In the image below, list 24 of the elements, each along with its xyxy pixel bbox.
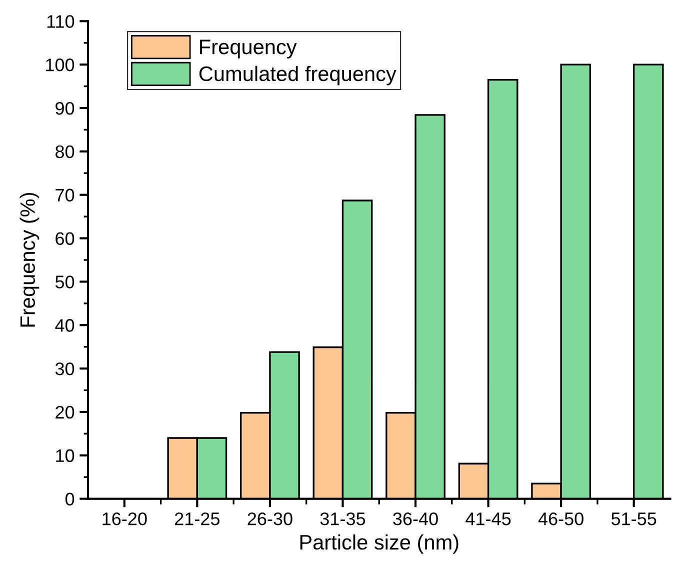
y-tick-label: 60 bbox=[56, 232, 74, 245]
x-tick-label: 26-30 bbox=[248, 512, 292, 526]
y-tick-label: 0 bbox=[65, 492, 74, 506]
x-tick-label: 51-55 bbox=[611, 512, 656, 526]
legend-label: Cumulated frequency bbox=[199, 66, 396, 86]
x-axis-title: Particle size (nm) bbox=[300, 534, 458, 554]
y-tick-label: 30 bbox=[55, 362, 74, 376]
legend-label: Frequency bbox=[200, 40, 297, 58]
x-tick-label: 41-45 bbox=[466, 512, 511, 526]
y-axis-title: Frequency (%) bbox=[20, 192, 40, 327]
y-tick-label: 90 bbox=[56, 102, 74, 115]
y-tick-label: 70 bbox=[56, 188, 74, 202]
y-tick-label: 80 bbox=[56, 145, 74, 158]
y-tick-label: 100 bbox=[46, 58, 74, 72]
y-tick-label: 10 bbox=[56, 449, 74, 462]
y-tick-label: 50 bbox=[55, 276, 74, 288]
y-tick-label: 40 bbox=[55, 319, 74, 332]
y-tick-label: 20 bbox=[56, 406, 74, 419]
x-tick-label: 31-35 bbox=[320, 512, 366, 526]
x-tick-label: 16-20 bbox=[102, 512, 147, 526]
x-tick-label: 46-50 bbox=[538, 512, 584, 526]
x-tick-label: 21-25 bbox=[175, 512, 220, 526]
x-tick-label: 36-40 bbox=[393, 512, 438, 526]
y-tick-label: 110 bbox=[47, 15, 74, 28]
